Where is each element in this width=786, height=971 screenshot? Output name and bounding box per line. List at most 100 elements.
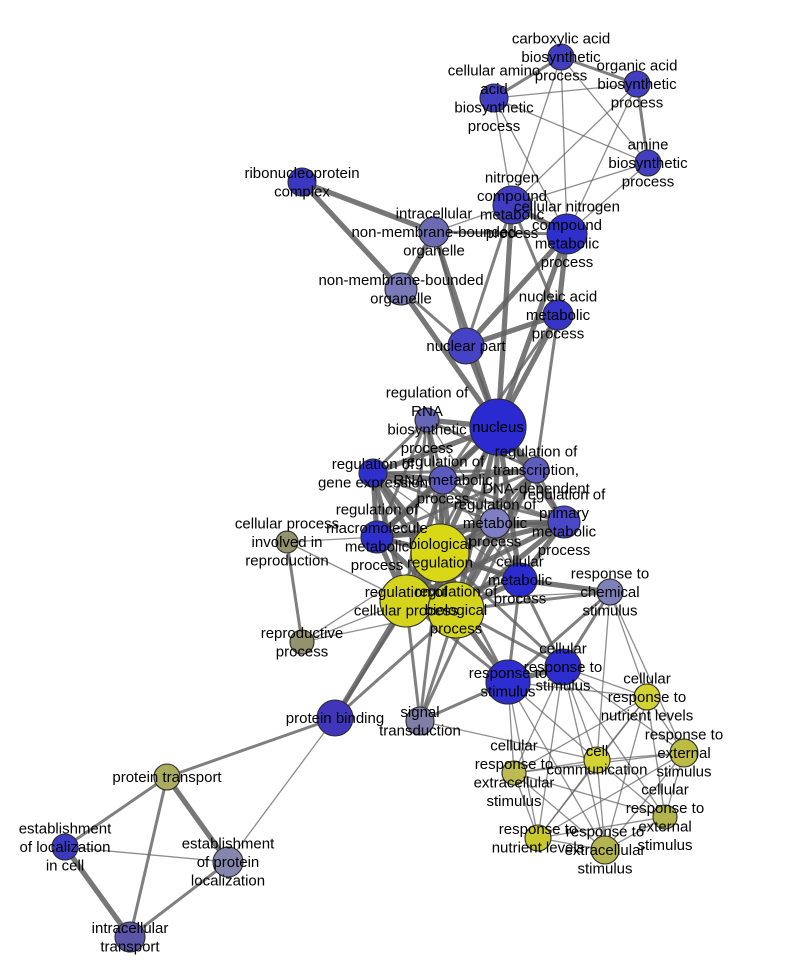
graph-node-cellular-response-to-external-stimulus[interactable] — [652, 804, 678, 830]
graph-edge-protein-transport--intracellular-transport — [128, 776, 169, 938]
graph-node-response-to-stimulus[interactable] — [485, 659, 531, 705]
graph-edge-nucleus--regulation-of-biological-process — [453, 426, 501, 611]
graph-node-label-regulation-of-gene-expression: regulation of gene expression — [318, 456, 428, 492]
graph-node-nucleic-acid-metabolic-process[interactable] — [542, 299, 574, 331]
graph-node-cellular-response-to-stimulus[interactable] — [544, 648, 582, 686]
graph-node-nucleus[interactable] — [469, 398, 527, 456]
graph-node-cellular-response-to-nutrient-levels[interactable] — [633, 683, 661, 711]
graph-node-label-cellular-nitrogen-compound-metabolic-process: cellular nitrogen compound metabolic proces… — [514, 198, 620, 270]
graph-node-label-reproductive-process: reproductive process — [261, 625, 344, 661]
graph-edge-regulation-of-transcription-dna-dependent--regulation-of-rna-metabolic-process — [442, 467, 537, 483]
graph-node-signal-transduction[interactable] — [405, 706, 435, 736]
graph-edge-organic-acid-biosynthetic-process--cellular-nitrogen-compound-metabolic-process — [566, 83, 638, 235]
graph-edge-protein-binding--establishment-of-protein-localization — [227, 717, 336, 863]
graph-node-cellular-response-to-extracellular-stimulus[interactable] — [501, 760, 527, 786]
graph-node-cell-communication[interactable] — [583, 746, 611, 774]
graph-edge-protein-transport--establishment-of-protein-localization — [164, 775, 231, 864]
graph-node-label-regulation-of-cellular-process: regulation of cellular process — [354, 584, 458, 620]
graph-node-label-nuclear-part: nuclear part — [426, 338, 506, 355]
graph-node-protein-binding[interactable] — [316, 699, 354, 737]
graph-node-label-nucleic-acid-metabolic-process: nucleic acid metabolic process — [519, 289, 597, 343]
graph-node-label-cellular-amino-acid-biosynthetic-process: cellular amino acid biosynthetic process — [448, 62, 541, 135]
graph-node-response-to-chemical-stimulus[interactable] — [596, 578, 624, 606]
graph-node-label-regulation-of-primary-metabolic-process: regulation of primary metabolic process — [523, 486, 606, 559]
graph-node-biological-regulation[interactable] — [410, 523, 470, 583]
graph-node-cellular-nitrogen-compound-metabolic-process[interactable] — [546, 213, 588, 255]
graph-edge-carboxylic-acid-biosynthetic-process--amine-biosynthetic-process — [560, 56, 649, 164]
graph-edge-response-to-chemical-stimulus--response-to-stimulus — [507, 590, 611, 684]
graph-edge-amine-biosynthetic-process--nitrogen-compound-metabolic-process — [511, 162, 649, 206]
graph-node-regulation-of-rna-biosynthetic-process[interactable] — [414, 407, 440, 433]
graph-node-label-carboxylic-acid-biosynthetic-process: carboxylic acid biosynthetic process — [512, 31, 610, 85]
graph-edge-nuclear-part--cellular-nitrogen-compound-metabolic-process — [464, 232, 569, 348]
graph-edge-organic-acid-biosynthetic-process--nitrogen-compound-metabolic-process — [511, 83, 638, 206]
graph-node-establishment-of-localization-in-cell[interactable] — [51, 833, 79, 861]
graph-edge-carboxylic-acid-biosynthetic-process--nitrogen-compound-metabolic-process — [511, 56, 562, 206]
graph-node-protein-transport[interactable] — [153, 763, 181, 791]
graph-edge-response-to-external-stimulus--response-to-nutrient-levels — [537, 752, 685, 839]
graph-edge-cell-communication--cellular-response-to-external-stimulus — [596, 759, 666, 818]
graph-node-label-regulation-of-biological-process: regulation of biological process — [415, 584, 498, 638]
graph-edge-nitrogen-compound-metabolic-process--nucleus — [495, 204, 515, 428]
graph-node-response-to-external-stimulus[interactable] — [669, 738, 699, 768]
graph-node-cellular-amino-acid-biosynthetic-process[interactable] — [479, 83, 509, 113]
graph-node-cellular-process-involved-in-reproduction[interactable] — [275, 530, 299, 554]
graph-edge-response-to-external-stimulus--response-to-extracellular-stimulus — [604, 752, 685, 851]
graph-node-label-regulation-of-rna-metabolic-process: regulation of RNA metabolic process — [393, 454, 493, 508]
graph-node-label-regulation-of-rna-biosynthetic-process: regulation of RNA biosynthetic process — [386, 384, 469, 457]
graph-node-nitrogen-compound-metabolic-process[interactable] — [492, 185, 532, 225]
graph-node-label-intracellular-non-membrane-bounded-organelle: intracellular non-membrane-bounded organel… — [351, 206, 516, 260]
graph-node-intracellular-non-membrane-bounded-organelle[interactable] — [418, 216, 450, 248]
graph-node-label-cellular-response-to-nutrient-levels: cellular response to nutrient levels — [601, 671, 694, 725]
graph-node-label-establishment-of-localization-in-cell: establishment of localization in cell — [19, 821, 112, 875]
graph-node-response-to-extracellular-stimulus[interactable] — [590, 835, 620, 865]
graph-node-label-cellular-response-to-extracellular-stimulus: cellular response to extracellular stimulus — [474, 737, 555, 810]
graph-node-regulation-of-transcription-dna-dependent[interactable] — [522, 456, 550, 484]
graph-node-ribonucleoprotein-complex[interactable] — [287, 167, 317, 197]
graph-node-label-intracellular-transport: intracellular transport — [92, 920, 169, 956]
graph-edge-response-to-chemical-stimulus--cellular-response-to-nutrient-levels — [609, 591, 648, 698]
graph-edge-response-to-nutrient-levels--cellular-response-to-external-stimulus — [537, 816, 666, 839]
graph-edge-cellular-amino-acid-biosynthetic-process--amine-biosynthetic-process — [493, 97, 649, 164]
graph-node-regulation-of-primary-metabolic-process[interactable] — [547, 505, 581, 539]
graph-node-regulation-of-metabolic-process[interactable] — [479, 507, 511, 539]
graph-edge-establishment-of-localization-in-cell--intracellular-transport — [62, 845, 133, 939]
graph-node-label-non-membrane-bounded-organelle: non-membrane-bounded organelle — [318, 272, 483, 308]
graph-edge-cellular-response-to-nutrient-levels--cellular-response-to-extracellular-stimulus — [513, 696, 648, 774]
graph-edge-cellular-amino-acid-biosynthetic-process--cellular-nitrogen-compound-metabolic-process — [493, 97, 568, 235]
graph-edge-organic-acid-biosynthetic-process--cellular-amino-acid-biosynthetic-process — [493, 83, 638, 99]
graph-edge-cellular-response-to-extracellular-stimulus--cellular-response-to-external-stimulus — [513, 772, 666, 818]
graph-edge-cell-communication--response-to-extracellular-stimulus — [596, 759, 606, 851]
graph-node-nuclear-part[interactable] — [447, 327, 485, 365]
graph-edge-cellular-response-to-stimulus--cellular-response-to-external-stimulus — [562, 666, 666, 818]
graph-edge-nucleic-acid-metabolic-process--regulation-of-transcription-dna-dependent — [534, 314, 560, 471]
graph-node-label-cellular-response-to-external-stimulus: cellular response to external stimulus — [626, 781, 704, 854]
graph-node-label-nitrogen-compound-metabolic-process: nitrogen compound metabolic process — [477, 169, 547, 242]
graph-node-establishment-of-protein-localization[interactable] — [212, 846, 244, 878]
graph-node-regulation-of-biological-process[interactable] — [427, 581, 485, 639]
graph-edge-regulation-of-gene-expression--regulation-of-metabolic-process — [372, 471, 496, 525]
graph-node-label-response-to-nutrient-levels: response to nutrient levels — [492, 821, 585, 857]
graph-edge-signal-transduction--cell-communication — [419, 720, 598, 761]
graph-edge-cell-communication--cellular-response-to-extracellular-stimulus — [513, 759, 598, 774]
graph-node-label-organic-acid-biosynthetic-process: organic acid biosynthetic process — [597, 58, 678, 112]
graph-node-regulation-of-rna-metabolic-process[interactable] — [428, 465, 458, 495]
graph-node-amine-biosynthetic-process[interactable] — [634, 149, 662, 177]
graph-node-response-to-nutrient-levels[interactable] — [524, 824, 552, 852]
graph-node-non-membrane-bounded-organelle[interactable] — [384, 272, 418, 306]
graph-node-label-cell-communication: cell communication — [547, 743, 648, 779]
graph-node-label-cellular-metabolic-process: cellular metabolic process — [488, 554, 553, 608]
graph-node-regulation-of-macromolecule-metabolic-process[interactable] — [360, 520, 394, 554]
graph-node-regulation-of-gene-expression[interactable] — [358, 458, 388, 488]
graph-node-cellular-metabolic-process[interactable] — [502, 562, 538, 598]
graph-edge-cellular-response-to-nutrient-levels--response-to-extracellular-stimulus — [604, 696, 648, 851]
graph-node-organic-acid-biosynthetic-process[interactable] — [623, 70, 651, 98]
graph-node-carboxylic-acid-biosynthetic-process[interactable] — [547, 43, 575, 71]
nodes-layer — [51, 43, 699, 953]
graph-edge-regulation-of-gene-expression--regulation-of-primary-metabolic-process — [372, 471, 565, 524]
graph-node-intracellular-transport[interactable] — [114, 921, 146, 953]
graph-node-reproductive-process[interactable] — [289, 629, 315, 655]
graph-node-label-amine-biosynthetic-process: amine biosynthetic process — [608, 137, 688, 191]
graph-edge-cell-communication--response-to-nutrient-levels — [537, 759, 598, 839]
